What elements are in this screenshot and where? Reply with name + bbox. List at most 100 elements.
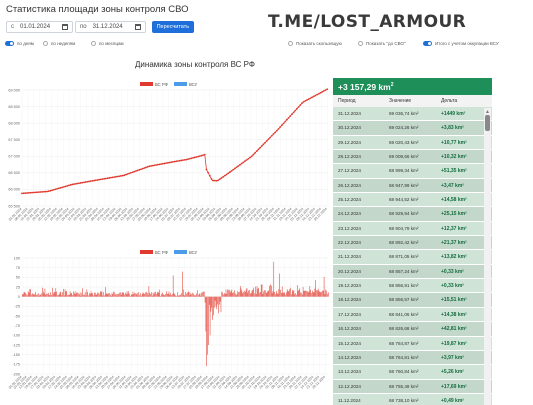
bar[interactable] [262, 294, 264, 297]
bar[interactable] [287, 290, 289, 297]
table-row[interactable]: 18.12.2024 68 856,57 km² +15,51 km² [333, 293, 492, 308]
bar[interactable] [294, 294, 296, 297]
bar[interactable] [325, 289, 327, 297]
data-point[interactable] [287, 116, 290, 119]
bar[interactable] [147, 295, 149, 297]
bar[interactable] [71, 292, 73, 297]
bar[interactable] [177, 292, 178, 297]
bar[interactable] [160, 295, 161, 297]
bar[interactable] [283, 292, 285, 297]
bar[interactable] [163, 294, 165, 297]
by-day-option[interactable]: по дням [5, 41, 34, 46]
bar[interactable] [208, 296, 210, 305]
bar[interactable] [229, 292, 231, 297]
data-point[interactable] [125, 173, 127, 176]
bar[interactable] [265, 292, 267, 297]
bar[interactable] [82, 288, 83, 297]
bar[interactable] [131, 294, 133, 297]
date-to-field[interactable]: по 31.12.2024 [75, 20, 146, 33]
bar[interactable] [129, 293, 130, 297]
data-point[interactable] [116, 175, 119, 178]
data-point[interactable] [106, 177, 109, 180]
data-point[interactable] [59, 186, 62, 189]
bar[interactable] [281, 293, 282, 297]
bar[interactable] [123, 292, 124, 297]
data-point[interactable] [227, 172, 230, 175]
data-point[interactable] [121, 174, 124, 177]
data-point[interactable] [232, 168, 235, 171]
data-point[interactable] [166, 161, 169, 164]
table-row[interactable]: 17.12.2024 68 841,06 km² +14,38 km² [333, 307, 492, 323]
bar[interactable] [62, 292, 63, 297]
bar[interactable] [168, 291, 170, 297]
data-point[interactable] [88, 180, 90, 183]
data-point[interactable] [208, 174, 211, 177]
data-point[interactable] [291, 113, 293, 116]
bar[interactable] [98, 292, 99, 297]
bar[interactable] [223, 294, 224, 297]
bar[interactable] [30, 289, 31, 297]
bar[interactable] [90, 291, 92, 297]
table-row[interactable]: 22.12.2024 68 892,42 km² +21,37 km² [333, 236, 492, 251]
bar[interactable] [107, 294, 109, 297]
data-point[interactable] [237, 165, 240, 167]
bar[interactable] [195, 295, 197, 297]
bar[interactable] [47, 292, 49, 297]
table-row[interactable]: 12.12.2024 68 755,49 km² +17,69 km² [333, 379, 492, 394]
bar[interactable] [207, 296, 208, 355]
data-point[interactable] [148, 165, 151, 168]
data-point[interactable] [74, 182, 77, 185]
bar[interactable] [258, 287, 259, 297]
bar[interactable] [257, 288, 259, 297]
data-point[interactable] [326, 88, 329, 91]
bar[interactable] [276, 293, 278, 297]
data-point[interactable] [57, 187, 60, 190]
bar[interactable] [28, 292, 30, 297]
bar[interactable] [150, 293, 151, 297]
data-point[interactable] [222, 175, 225, 178]
data-point[interactable] [185, 158, 188, 161]
bar[interactable] [307, 292, 309, 297]
totals-occupation-toggle[interactable] [423, 41, 432, 46]
bar[interactable] [234, 293, 236, 297]
bar[interactable] [219, 296, 220, 305]
bar[interactable] [77, 292, 78, 297]
data-point[interactable] [307, 98, 310, 101]
bar[interactable] [280, 289, 281, 297]
bar[interactable] [115, 294, 116, 297]
bar[interactable] [319, 292, 321, 297]
bar[interactable] [226, 293, 228, 297]
data-point[interactable] [265, 139, 268, 142]
legend-swatch[interactable] [174, 250, 187, 254]
bar[interactable] [277, 294, 279, 297]
bar[interactable] [50, 292, 52, 297]
bar[interactable] [250, 293, 251, 297]
bar[interactable] [26, 294, 27, 297]
data-point[interactable] [81, 181, 84, 184]
bar[interactable] [234, 290, 235, 297]
data-point[interactable] [289, 115, 292, 117]
data-point[interactable] [225, 173, 228, 176]
data-point[interactable] [111, 176, 114, 179]
bar[interactable] [55, 288, 57, 297]
bar[interactable] [323, 276, 325, 297]
data-point[interactable] [47, 190, 50, 193]
data-point[interactable] [282, 122, 285, 125]
bar[interactable] [190, 292, 192, 297]
bar[interactable] [303, 291, 305, 297]
data-point[interactable] [31, 191, 33, 194]
bar[interactable] [259, 292, 260, 297]
bar[interactable] [92, 293, 93, 297]
data-point[interactable] [138, 168, 141, 171]
bar[interactable] [104, 295, 105, 297]
bar[interactable] [318, 290, 320, 297]
bar[interactable] [119, 292, 120, 297]
by-month-option[interactable]: по месяцам [91, 41, 124, 46]
data-point[interactable] [21, 192, 23, 195]
bar[interactable] [39, 294, 41, 297]
date-to-value[interactable]: 31.12.2024 [92, 23, 123, 30]
bar[interactable] [146, 293, 148, 297]
bar[interactable] [63, 288, 64, 297]
bar[interactable] [89, 293, 90, 297]
bar[interactable] [96, 294, 98, 297]
